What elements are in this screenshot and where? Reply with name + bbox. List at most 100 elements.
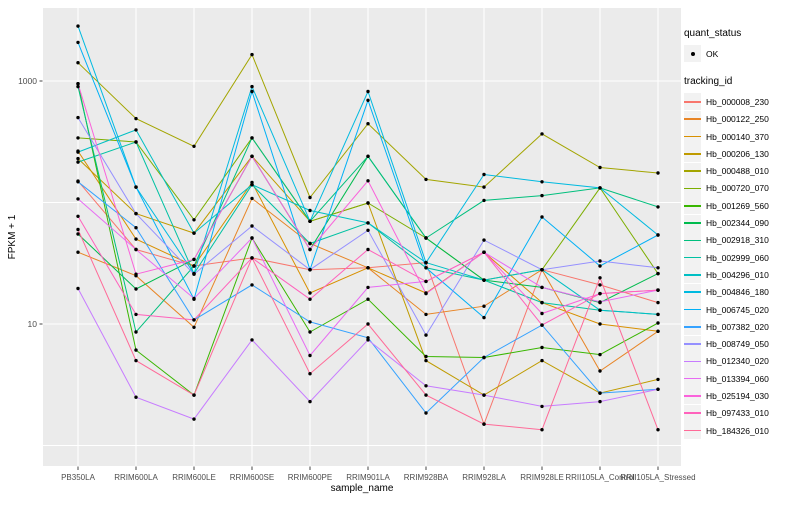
data-point [540,345,544,350]
line-swatch-icon [684,274,701,276]
data-point [656,233,660,237]
data-point [482,238,486,242]
data-point [540,268,544,272]
data-point [76,286,80,291]
legend-key-line-icon [684,352,701,370]
legend-item-label: Hb_097433_010 [706,408,769,419]
data-point [540,358,544,363]
data-point [134,395,138,399]
data-point [598,259,602,263]
panel-background [43,8,681,466]
legend-item-Hb_000488_010: Hb_000488_010 [684,162,800,180]
data-point [76,84,80,89]
data-point [76,250,80,254]
legend-key-line-icon [684,404,701,422]
legend-item-label: Hb_000206_130 [706,148,769,159]
tracking-id-entries: Hb_000008_230 Hb_000122_250 Hb_000140_370 H… [684,93,800,440]
data-point [482,422,486,426]
data-point [598,352,602,357]
data-point [424,177,428,182]
legend-item-label: Hb_000122_250 [706,114,769,125]
line-swatch-icon [684,170,701,172]
legend-key-line-icon [684,128,701,146]
legend-item-label: Hb_002344_090 [706,218,769,229]
legend-item-label: Hb_007382_020 [706,321,769,332]
legend-key-line-icon [684,162,701,180]
legend-item-label: Hb_008749_050 [706,339,769,350]
point-icon [690,51,695,56]
data-point [76,61,80,65]
data-point [308,291,312,295]
legend-key-ok [684,45,701,63]
data-point [250,183,254,187]
data-point [134,237,138,241]
legend-key-line-icon [684,179,701,197]
line-swatch-icon [684,101,701,103]
legend-item-Hb_004296_010: Hb_004296_010 [684,266,800,284]
data-point [250,84,254,89]
data-point [656,329,660,333]
x-tick-label: PB350LA [61,473,95,482]
legend-key-line-icon [684,231,701,249]
legend-item-label: Hb_004846_180 [706,287,769,298]
line-swatch-icon [684,291,701,293]
data-point [656,171,660,175]
legend-item-Hb_025194_030: Hb_025194_030 [684,387,800,405]
legend-item-label: OK [706,48,719,59]
data-point [656,205,660,209]
data-point [134,330,138,334]
data-point [308,268,312,272]
legend-item-Hb_002344_090: Hb_002344_090 [684,214,800,232]
data-point [540,300,544,305]
data-point [76,115,80,120]
data-point [250,256,254,260]
legend-item-label: Hb_012340_020 [706,356,769,367]
data-point [76,214,80,218]
line-swatch-icon [684,135,701,138]
data-point [366,297,370,301]
x-tick-label: RRIM901LA [346,473,390,482]
data-point [308,399,312,404]
legend-item-label: Hb_000008_230 [706,96,769,107]
legend-item-Hb_004846_180: Hb_004846_180 [684,283,800,301]
data-point [656,387,660,391]
data-point [598,291,602,296]
data-point [134,312,138,317]
legend-item-Hb_006745_020: Hb_006745_020 [684,301,800,318]
data-point [424,354,428,359]
legend-title-tracking-id: tracking_id [684,76,733,88]
legend-item-Hb_000122_250: Hb_000122_250 [684,110,800,128]
line-swatch-icon [684,343,701,345]
data-point [366,179,370,183]
data-point [134,358,138,363]
line-swatch-icon [684,118,701,121]
data-point [424,333,428,337]
data-point [76,227,80,232]
data-point [540,323,544,327]
data-point [366,122,370,126]
data-point [656,312,660,317]
legend-item-label: Hb_184326_010 [706,425,769,436]
legend-key-line-icon [684,335,701,353]
data-point [424,279,428,284]
data-point [76,180,80,184]
data-point [656,288,660,292]
data-point [366,266,370,270]
x-tick-label: RRII105LA_Control [565,473,635,482]
data-point [482,198,486,203]
data-point [308,372,312,376]
data-point [540,428,544,432]
data-point [250,283,254,287]
data-point [482,393,486,397]
line-swatch-icon [684,412,701,415]
data-point [250,136,254,140]
data-point [308,195,312,200]
legend-item-label: Hb_000140_370 [706,131,769,142]
data-point [308,353,312,358]
legend-key-line-icon [684,301,701,318]
x-tick-label: RRIM600LE [172,473,216,482]
data-point [250,89,254,94]
data-point [192,272,196,276]
